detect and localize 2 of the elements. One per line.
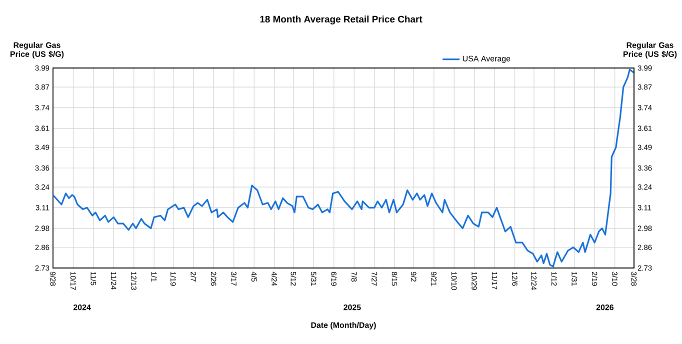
line-series [52,68,635,268]
chart-title: 18 Month Average Retail Price Chart [260,16,422,24]
